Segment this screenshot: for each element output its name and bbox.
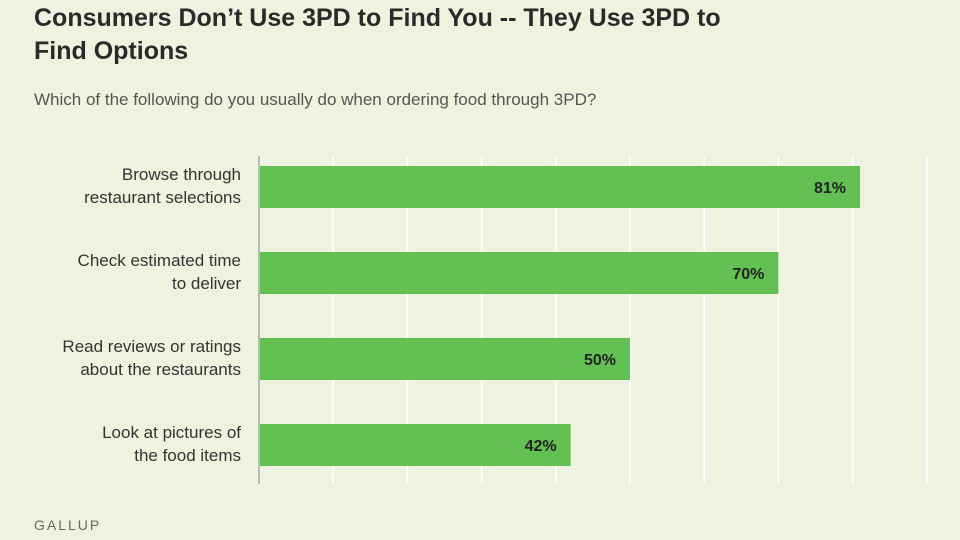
category-label: Browse through (122, 165, 241, 184)
gallup-logo-text: GALLUP (34, 517, 102, 533)
category-label: about the restaurants (80, 360, 241, 379)
chart-title: Consumers Don’t Use 3PD to Find You -- T… (34, 4, 721, 65)
category-label: restaurant selections (84, 188, 241, 207)
category-label: Look at pictures of (102, 423, 241, 442)
bar (259, 166, 861, 208)
category-label: the food items (134, 446, 241, 465)
data-label: 50% (584, 352, 616, 369)
bar-chart: 81% Browse through restaurant selections 70… (62, 156, 928, 484)
chart-subtitle: Which of the following do you usually do… (34, 90, 597, 109)
bar (259, 424, 571, 466)
category-label: Read reviews or ratings (62, 337, 241, 356)
data-label: 70% (732, 266, 764, 283)
bar (259, 338, 630, 380)
category-label: to deliver (172, 274, 241, 293)
data-label: 81% (814, 180, 846, 197)
category-label: Check estimated time (78, 251, 241, 270)
data-label: 42% (525, 438, 557, 455)
bar (259, 252, 779, 294)
